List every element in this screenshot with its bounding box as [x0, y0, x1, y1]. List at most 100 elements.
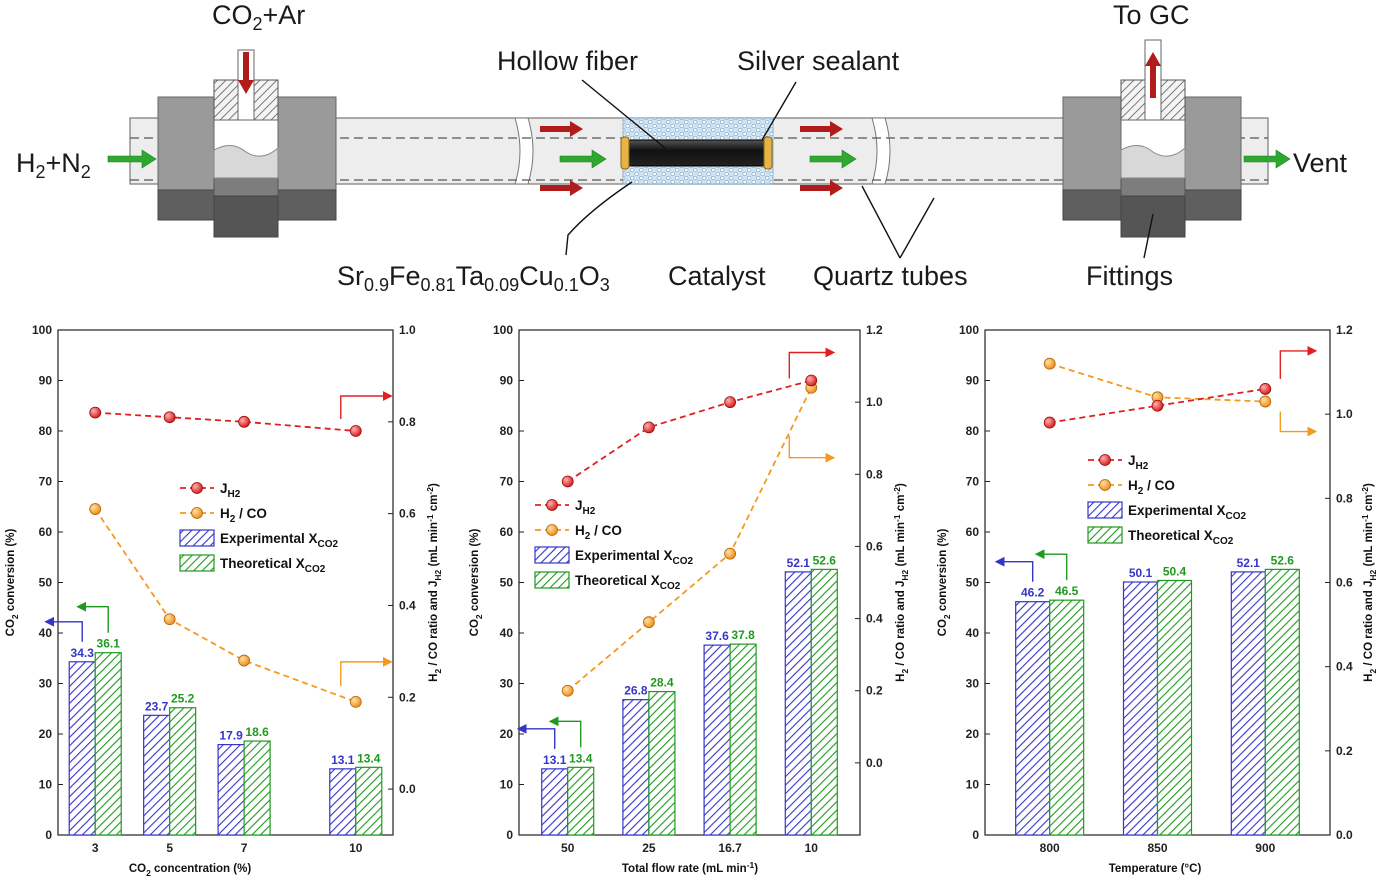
point-h2co: [163, 613, 176, 626]
silver-sealant-right: [763, 136, 773, 170]
data-label-theoretical: 52.6: [813, 553, 837, 567]
label-quartz-tubes: Quartz tubes: [813, 261, 968, 291]
bar-theoretical: [169, 707, 197, 836]
point-jh2: [805, 374, 818, 387]
legend-swatch-experimental: [534, 546, 570, 564]
x-tick-label: 900: [1255, 841, 1275, 855]
data-label-theoretical: 50.4: [1163, 564, 1187, 578]
bar-experimental: [1230, 571, 1266, 836]
red-arrow-top-right: [800, 121, 843, 137]
y2-axis-label: H2 / CO ratio and JH2 (mL min-1 cm-2): [892, 483, 910, 682]
hollow-fiber: [626, 139, 768, 167]
y2-tick-label: 0.8: [866, 467, 883, 481]
point-h2co: [238, 654, 251, 667]
chart-panels: 01020304050607080901000.00.20.40.60.81.0…: [5, 323, 1378, 878]
data-label-experimental: 17.9: [219, 729, 243, 743]
label-catalyst-formula: Sr0.9Fe0.81Ta0.09Cu0.1O3: [337, 261, 610, 295]
y-tick-label: 100: [493, 323, 513, 337]
legend-swatch-theoretical: [534, 571, 570, 589]
y-tick-label: 30: [500, 677, 514, 691]
bar-theoretical: [1264, 568, 1300, 836]
legend-label-jh2: JH2: [1128, 453, 1149, 472]
green-arrow-mid-left: [559, 149, 607, 169]
data-label-experimental: 13.1: [543, 753, 567, 767]
bar-theoretical: [94, 652, 122, 836]
point-jh2: [561, 475, 574, 488]
data-label-experimental: 23.7: [145, 699, 169, 713]
y2-tick-label: 0.8: [399, 415, 416, 429]
point-jh2: [1151, 399, 1164, 412]
y-axis-label: CO2 conversion (%): [469, 529, 484, 637]
y2-tick-label: 0.4: [399, 598, 416, 612]
y-axis-label: CO2 conversion (%): [5, 529, 20, 637]
bar-experimental: [541, 768, 569, 836]
y2-tick-label: 1.0: [1336, 407, 1353, 421]
legend-swatch-experimental: [1087, 501, 1123, 519]
legend-swatch-theoretical: [1087, 526, 1123, 544]
leader-quartz-1: [861, 185, 901, 259]
green-arrow-inlet: [107, 149, 157, 169]
bar-theoretical: [1049, 599, 1085, 836]
leader-quartz-2: [899, 197, 935, 259]
point-h2co: [1043, 357, 1056, 370]
line-jh2: [567, 379, 812, 483]
data-label-experimental: 26.8: [624, 684, 648, 698]
y-tick-label: 10: [500, 778, 514, 792]
legend-swatch-h2co: [546, 524, 558, 536]
bar-theoretical: [243, 740, 271, 836]
legend-label-h2co: H2 / CO: [575, 523, 622, 542]
y-tick-label: 10: [39, 778, 53, 792]
red-arrow-outlet-up: [1145, 52, 1161, 98]
bar-experimental: [217, 744, 245, 836]
arrow-the-to-left-axis: [548, 716, 582, 748]
y2-tick-label: 1.2: [866, 323, 883, 337]
y-tick-label: 60: [39, 525, 53, 539]
label-inlet-top: CO2+Ar: [212, 0, 305, 34]
legend-swatch-theoretical: [179, 554, 215, 572]
legend-swatch-jh2: [1099, 454, 1111, 466]
data-label-experimental: 46.2: [1021, 586, 1045, 600]
bar-experimental: [143, 714, 171, 836]
red-arrow-top-left: [540, 121, 583, 137]
point-jh2: [163, 411, 176, 424]
leader-catalyst: [565, 181, 633, 256]
point-h2co: [643, 616, 655, 629]
data-label-experimental: 52.1: [1237, 556, 1261, 570]
chart-panel-3: 0 10 20 30 40 50 60 70 80 90 100 0.0 0.2 0.4 0.6 0.8 1.0…: [937, 323, 1378, 875]
legend-swatch-jh2: [191, 482, 203, 494]
green-arrow-mid-right: [809, 149, 857, 169]
arrow-jh2-to-right-axis: [340, 391, 393, 419]
y2-axis-label: H2 / CO ratio and JH2 (mL min-1 cm-2): [1360, 483, 1378, 682]
legend-label-experimental: Experimental XCO2: [220, 531, 339, 550]
x-tick-label: 10: [805, 841, 819, 855]
flow-arrows: [107, 52, 1291, 196]
y-tick-label: 30: [966, 677, 980, 691]
bar-experimental: [784, 571, 812, 836]
y-tick-label: 100: [32, 323, 52, 337]
legend-label-jh2: JH2: [220, 481, 241, 500]
red-arrow-inlet-down: [238, 52, 254, 94]
line-h2co: [94, 508, 357, 703]
data-label-theoretical: 36.1: [97, 637, 121, 651]
y-tick-label: 50: [500, 576, 514, 590]
data-label-experimental: 34.3: [71, 646, 95, 660]
y-tick-label: 60: [966, 525, 980, 539]
y2-tick-label: 0.8: [1336, 491, 1353, 505]
legend-swatch-jh2: [546, 499, 558, 511]
right-fitting: [1062, 39, 1242, 238]
tube-break-right: [871, 117, 891, 185]
tube-break-left: [514, 117, 534, 185]
y2-tick-label: 0.4: [1336, 660, 1353, 674]
arrow-jh2-to-right-axis: [788, 347, 836, 379]
y-tick-label: 50: [966, 576, 980, 590]
arrow-h2co-to-right-axis: [1279, 411, 1318, 437]
x-tick-label: 850: [1147, 841, 1167, 855]
point-h2co: [89, 503, 102, 515]
y2-tick-label: 0.4: [866, 612, 883, 626]
y2-tick-label: 1.0: [399, 323, 416, 337]
leader-hollow-fiber: [581, 79, 666, 149]
y2-tick-label: 1.2: [1336, 323, 1353, 337]
arrow-the-to-left-axis: [1034, 549, 1068, 581]
data-label-experimental: 37.6: [705, 629, 729, 643]
legend-label-experimental: Experimental XCO2: [1128, 503, 1247, 522]
